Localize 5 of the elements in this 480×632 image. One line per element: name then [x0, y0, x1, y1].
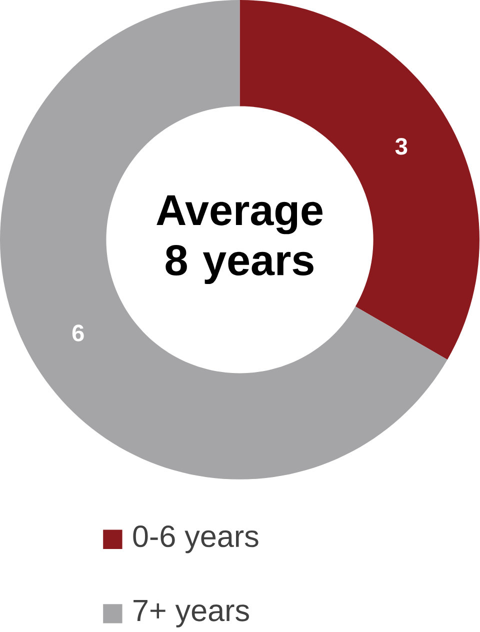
legend-label: 7+ years: [134, 600, 250, 628]
data-label: 3: [396, 138, 408, 155]
legend-label: 0-6 years: [133, 526, 259, 554]
text: Average 8 years: [156, 195, 323, 284]
data-label: 6: [72, 324, 84, 342]
